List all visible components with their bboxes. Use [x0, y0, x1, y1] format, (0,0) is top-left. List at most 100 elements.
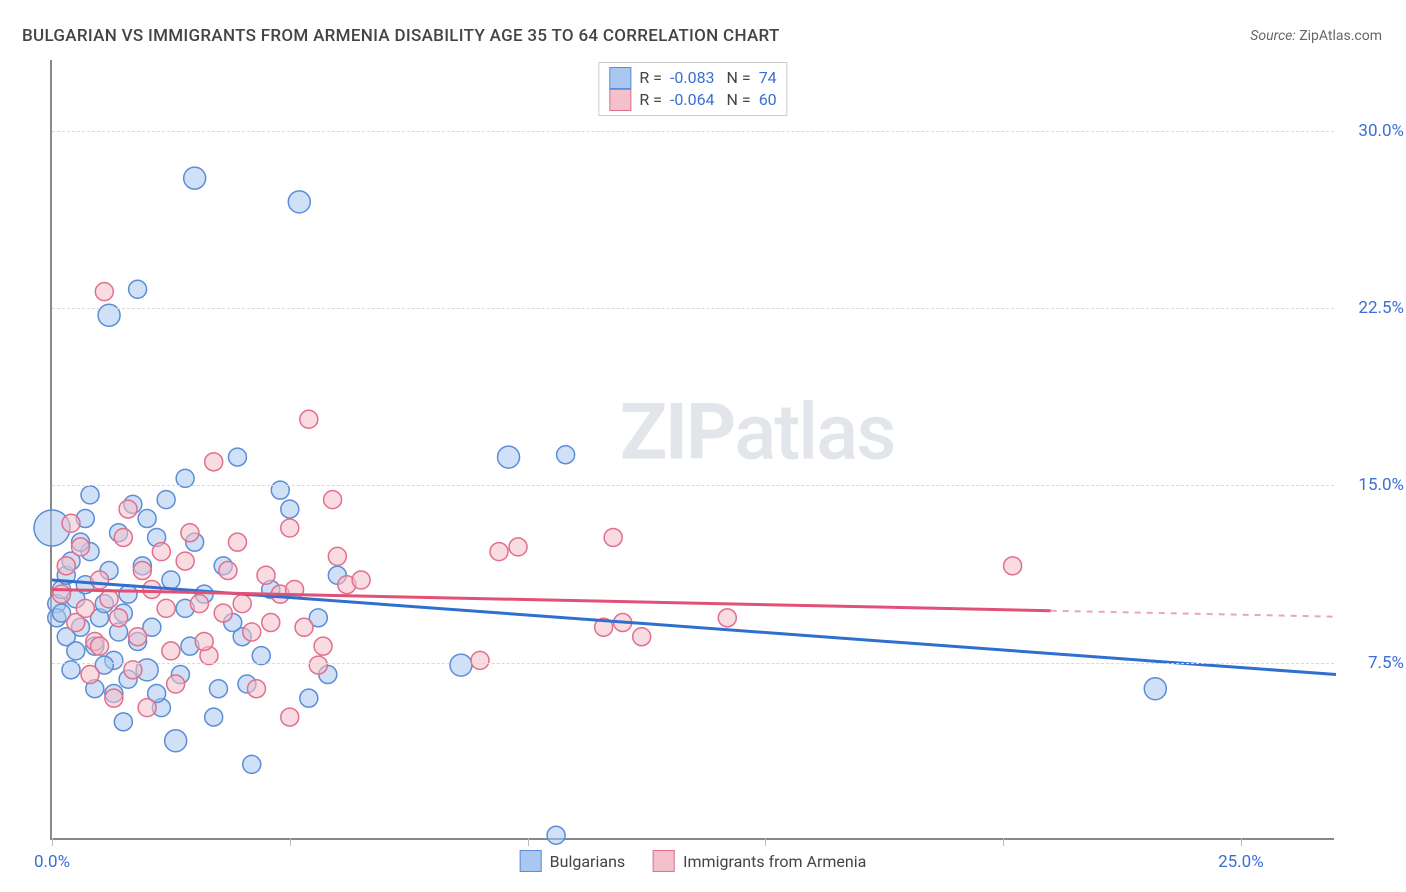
scatter-point: [281, 519, 299, 537]
scatter-point: [281, 708, 299, 726]
legend-n-value-1: 74: [759, 67, 777, 89]
scatter-point: [114, 528, 132, 546]
scatter-point: [557, 446, 575, 464]
gridline-h: [52, 485, 1334, 486]
xtick: [290, 838, 291, 846]
scatter-point: [314, 637, 332, 655]
scatter-point: [95, 283, 113, 301]
xtick: [1003, 838, 1004, 846]
scatter-point: [67, 642, 85, 660]
scatter-point: [300, 689, 318, 707]
source-label: Source:: [1250, 28, 1295, 44]
legend-label-2: Immigrants from Armenia: [683, 852, 866, 871]
legend-r-label-1: R =: [639, 67, 662, 89]
scatter-point: [288, 191, 310, 213]
ytick-label: 22.5%: [1344, 298, 1404, 318]
legend-r-value-1: -0.083: [670, 67, 715, 89]
scatter-point: [176, 552, 194, 570]
scatter-point: [209, 680, 227, 698]
plot-area: ZIPatlas R = -0.083 N = 74 R = -0.064 N …: [50, 60, 1334, 840]
scatter-point: [119, 585, 137, 603]
xtick: [528, 838, 529, 846]
scatter-point: [165, 730, 187, 752]
gridline-h: [52, 308, 1334, 309]
scatter-point: [114, 713, 132, 731]
legend-stats-row-2: R = -0.064 N = 60: [609, 89, 776, 111]
xtick: [1241, 838, 1242, 846]
chart-svg: [52, 60, 1334, 838]
scatter-point: [91, 637, 109, 655]
legend-swatch-series-1: [609, 67, 631, 89]
chart-title: BULGARIAN VS IMMIGRANTS FROM ARMENIA DIS…: [22, 26, 780, 46]
scatter-point: [228, 448, 246, 466]
legend-swatch-bottom-2: [653, 850, 675, 872]
ytick-label: 7.5%: [1344, 653, 1404, 673]
scatter-point: [162, 571, 180, 589]
source-value: ZipAtlas.com: [1299, 28, 1382, 44]
scatter-point: [352, 571, 370, 589]
scatter-point: [219, 562, 237, 580]
trend-line-extended: [1051, 611, 1336, 617]
scatter-point: [604, 528, 622, 546]
scatter-point: [718, 609, 736, 627]
scatter-point: [100, 590, 118, 608]
scatter-point: [509, 538, 527, 556]
legend-n-label-1: N =: [723, 67, 751, 89]
scatter-point: [328, 547, 346, 565]
legend-n-value-2: 60: [759, 89, 777, 111]
legend-n-label-2: N =: [723, 89, 751, 111]
scatter-point: [138, 699, 156, 717]
scatter-point: [247, 680, 265, 698]
scatter-point: [181, 524, 199, 542]
scatter-point: [309, 656, 327, 674]
legend-item-1: Bulgarians: [520, 850, 625, 872]
ytick-label: 30.0%: [1344, 121, 1404, 141]
scatter-point: [450, 654, 472, 676]
scatter-point: [157, 599, 175, 617]
scatter-point: [129, 628, 147, 646]
legend-r-value-2: -0.064: [670, 89, 715, 111]
scatter-point: [143, 580, 161, 598]
scatter-point: [271, 481, 289, 499]
scatter-point: [257, 566, 275, 584]
scatter-point: [81, 486, 99, 504]
source-credit: Source: ZipAtlas.com: [1250, 28, 1382, 44]
xtick-label: 0.0%: [34, 852, 70, 872]
scatter-point: [81, 666, 99, 684]
scatter-point: [324, 491, 342, 509]
scatter-point: [57, 557, 75, 575]
scatter-point: [214, 604, 232, 622]
legend-r-label-2: R =: [639, 89, 662, 111]
scatter-point: [167, 675, 185, 693]
gridline-h: [52, 663, 1334, 664]
scatter-point: [76, 599, 94, 617]
ytick-label: 15.0%: [1344, 475, 1404, 495]
scatter-point: [195, 632, 213, 650]
legend-stats: R = -0.083 N = 74 R = -0.064 N = 60: [598, 62, 787, 116]
scatter-point: [119, 500, 137, 518]
scatter-point: [295, 618, 313, 636]
scatter-point: [62, 514, 80, 532]
scatter-point: [547, 826, 565, 844]
chart-container: BULGARIAN VS IMMIGRANTS FROM ARMENIA DIS…: [0, 0, 1406, 892]
legend-swatch-bottom-1: [520, 850, 542, 872]
scatter-point: [72, 538, 90, 556]
scatter-point: [205, 708, 223, 726]
legend-swatch-series-2: [609, 89, 631, 111]
scatter-point: [184, 167, 206, 189]
scatter-point: [152, 543, 170, 561]
scatter-point: [300, 410, 318, 428]
scatter-point: [129, 280, 147, 298]
scatter-point: [110, 609, 128, 627]
legend-series: Bulgarians Immigrants from Armenia: [520, 850, 867, 872]
scatter-point: [262, 614, 280, 632]
scatter-point: [471, 651, 489, 669]
scatter-point: [157, 491, 175, 509]
scatter-point: [133, 562, 151, 580]
xtick: [765, 838, 766, 846]
scatter-point: [633, 628, 651, 646]
scatter-point: [190, 595, 208, 613]
scatter-point: [105, 689, 123, 707]
legend-stats-row-1: R = -0.083 N = 74: [609, 67, 776, 89]
scatter-point: [233, 595, 251, 613]
